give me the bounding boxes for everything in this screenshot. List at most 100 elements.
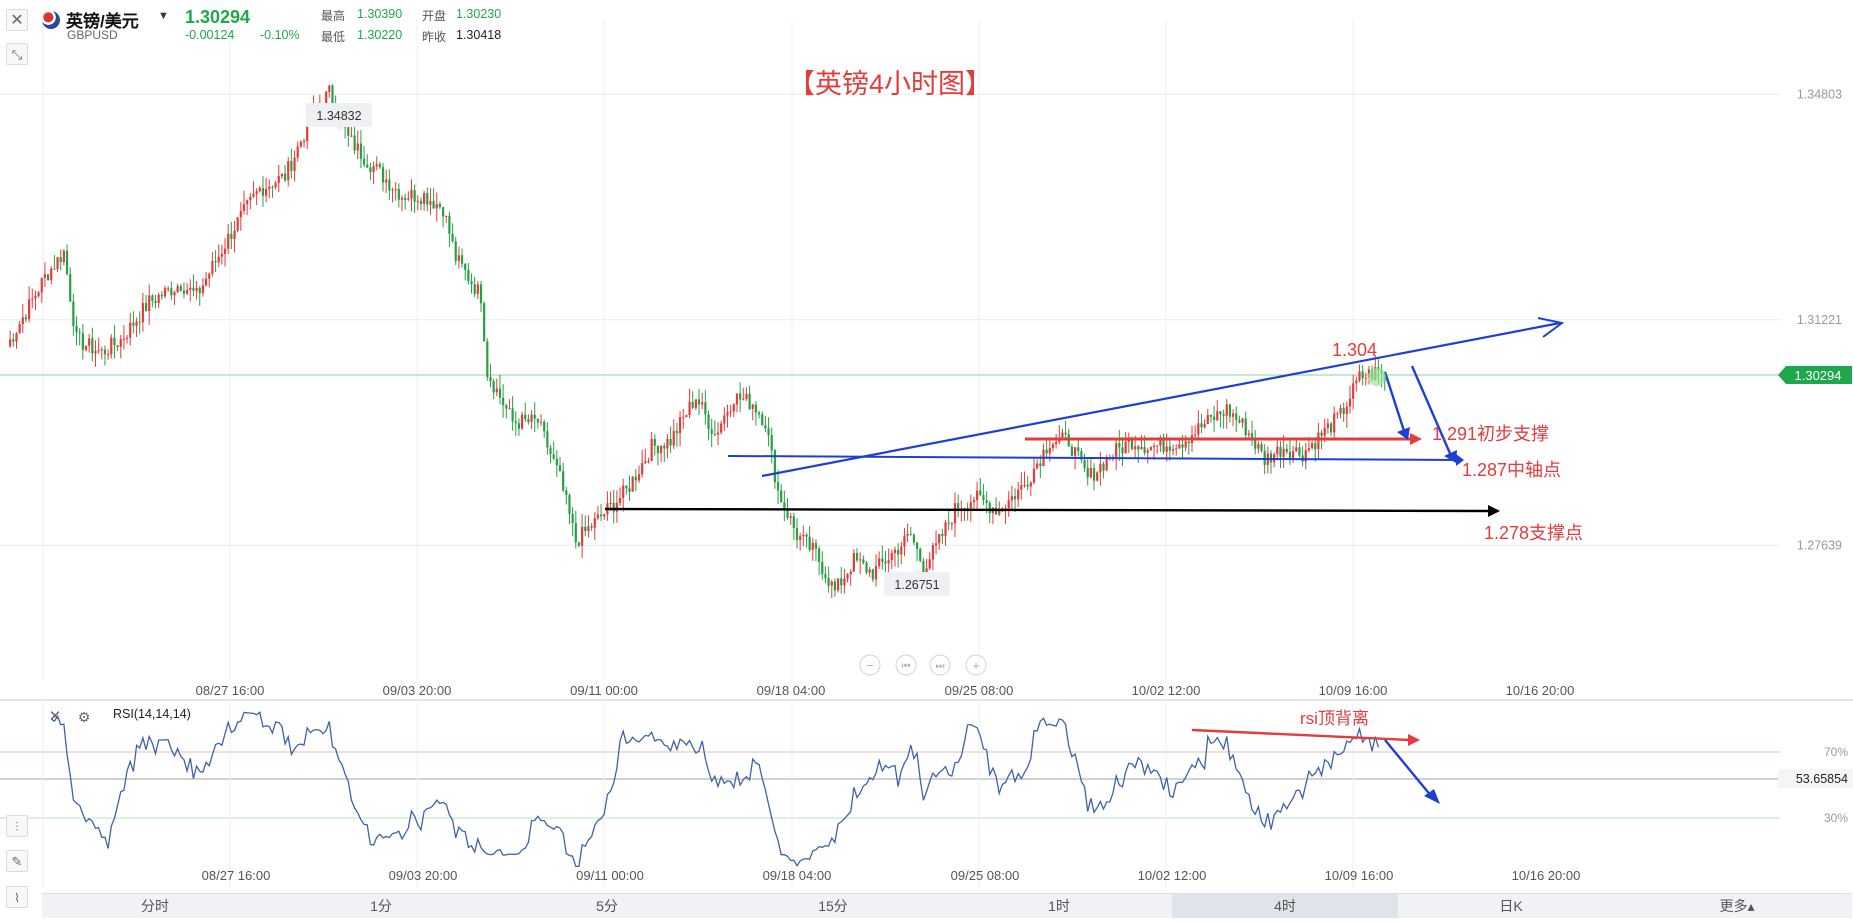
- candle-body: [435, 203, 438, 209]
- pencil-icon[interactable]: ✎: [6, 850, 28, 872]
- candle-body: [1036, 463, 1039, 469]
- candle-body: [252, 193, 255, 197]
- chevron-down-icon[interactable]: ▼: [158, 10, 169, 22]
- candle-body: [502, 397, 505, 406]
- candle-body: [81, 333, 84, 350]
- candle-body: [637, 474, 641, 481]
- candle-body: [865, 563, 868, 573]
- candle-body: [211, 261, 214, 274]
- candle-body: [1304, 450, 1307, 462]
- candle-body: [24, 317, 28, 320]
- rsi-time-tick: 10/09 16:00: [1325, 868, 1394, 883]
- candle-body: [656, 445, 660, 454]
- candle-body: [915, 542, 919, 549]
- candle-body: [713, 434, 716, 436]
- candle-body: [498, 388, 502, 398]
- candle-body: [780, 490, 783, 503]
- candle-body: [271, 186, 274, 188]
- candle-body: [805, 534, 808, 537]
- candle-body: [233, 230, 236, 239]
- candle-body: [1165, 446, 1168, 452]
- candle-body: [893, 549, 897, 554]
- candle-body: [691, 401, 694, 408]
- rsi-down-arrow: [1384, 739, 1433, 798]
- close-icon[interactable]: ✕: [48, 708, 62, 725]
- annotation-1304: 1.304: [1332, 340, 1377, 360]
- candle-body: [628, 488, 631, 492]
- candle-body: [1152, 445, 1156, 448]
- candle-body: [84, 345, 88, 350]
- candle-body: [451, 233, 454, 242]
- candle-body: [1361, 371, 1364, 379]
- candle-body: [1209, 414, 1213, 417]
- candle-body: [362, 158, 366, 165]
- candle-body: [1339, 407, 1342, 414]
- candle-body: [947, 522, 950, 524]
- candle-body: [694, 399, 697, 408]
- candle-body: [1121, 447, 1124, 454]
- crosshair-icon[interactable]: ⌇: [6, 886, 28, 908]
- candle-body: [527, 418, 530, 422]
- candle-body: [65, 250, 69, 275]
- candle-body: [1064, 432, 1067, 435]
- candle-body: [208, 273, 211, 279]
- indicator-icon[interactable]: ⫶: [6, 815, 28, 837]
- rsi-label: RSI(14,14,14): [113, 707, 191, 721]
- candle-body: [897, 549, 900, 555]
- candle-body: [198, 287, 201, 294]
- candle-body: [846, 574, 849, 579]
- candle-body: [138, 321, 141, 323]
- candle-body: [299, 141, 302, 147]
- candle-body: [524, 414, 527, 419]
- candle-body: [599, 514, 603, 517]
- chart-nav[interactable]: − ⏮ ⏭ +: [859, 654, 987, 676]
- timeframe-1m[interactable]: 1分: [370, 898, 392, 914]
- candle-body: [75, 325, 78, 333]
- timeframe-5m[interactable]: 5分: [596, 898, 618, 914]
- candle-body: [881, 558, 884, 562]
- candle-body: [1171, 448, 1175, 451]
- timeframe-15m[interactable]: 15分: [818, 898, 848, 914]
- timeframe-minute[interactable]: 分时: [141, 898, 169, 914]
- rsi-value: 53.65854: [1796, 772, 1848, 786]
- candle-body: [148, 295, 151, 312]
- candle-body: [141, 303, 144, 323]
- candle-body: [223, 248, 227, 254]
- high-label-text: 最高: [321, 9, 346, 23]
- candle-body: [1329, 423, 1333, 433]
- candle-body: [517, 423, 521, 429]
- candle-body: [757, 412, 761, 415]
- candle-body: [969, 502, 972, 510]
- down-arrow-2-head: [1444, 450, 1457, 463]
- annotation-1278: 1.278支撑点: [1484, 523, 1583, 543]
- candle-body: [69, 274, 72, 302]
- timeframe-day[interactable]: 日K: [1499, 898, 1523, 914]
- candle-body: [830, 581, 833, 586]
- candle-body: [568, 495, 571, 514]
- instrument-name[interactable]: 英镑/美元: [66, 12, 139, 31]
- annotation-1287: 1.287中轴点: [1462, 460, 1561, 480]
- candle-body: [931, 545, 934, 560]
- gear-icon[interactable]: ⚙: [77, 709, 91, 725]
- collapse-icon[interactable]: ⤡: [6, 43, 28, 65]
- candle-body: [369, 167, 372, 173]
- scroll-end-button: [929, 654, 951, 676]
- timeframe-1h[interactable]: 1时: [1048, 898, 1070, 914]
- candle-body: [811, 543, 814, 550]
- timeframe-more[interactable]: 更多▴: [1719, 898, 1755, 914]
- candle-body: [1241, 418, 1244, 423]
- candle-body: [976, 490, 979, 501]
- timeframe-4h[interactable]: 4时: [1172, 894, 1398, 918]
- close-icon[interactable]: ✕: [6, 9, 28, 31]
- candle-body: [1099, 463, 1102, 473]
- candle-body: [950, 523, 953, 525]
- candle-body: [833, 581, 837, 591]
- candle-body: [239, 210, 242, 218]
- candle-body: [78, 332, 81, 334]
- candle-body: [274, 182, 277, 188]
- current-price-tag: 1.30294: [1778, 366, 1852, 384]
- candle-body: [843, 578, 846, 586]
- low-label-text: 最低: [321, 30, 346, 44]
- candle-body: [214, 261, 217, 263]
